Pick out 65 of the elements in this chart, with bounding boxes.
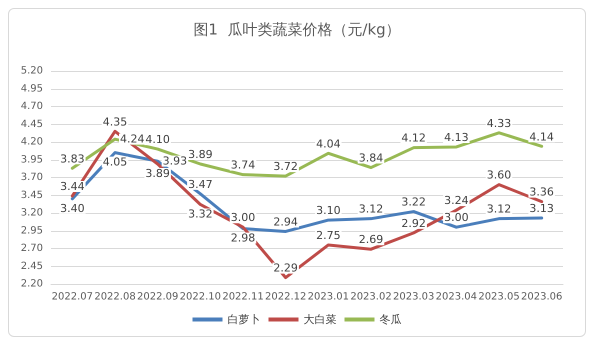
data-label: 3.89 <box>188 148 213 162</box>
legend-label: 大白菜 <box>304 313 336 326</box>
data-label: 3.24 <box>444 194 469 208</box>
data-label: 3.12 <box>486 202 512 216</box>
y-tick-label: 3.70 <box>20 172 43 183</box>
data-label: 3.74 <box>230 158 256 172</box>
x-tick-label: 2023.01 <box>308 292 350 302</box>
data-label: 3.00 <box>444 211 469 224</box>
x-tick-label: 2022.11 <box>222 292 264 302</box>
data-label: 2.98 <box>230 232 256 245</box>
data-label: 2.29 <box>273 262 298 275</box>
data-label: 3.72 <box>273 160 298 174</box>
data-label: 4.04 <box>316 137 341 150</box>
data-label: 4.14 <box>529 130 554 144</box>
y-tick-label: 4.20 <box>20 136 43 148</box>
y-tick-label: 2.95 <box>20 225 43 236</box>
data-label: 4.24 <box>120 132 144 146</box>
data-label: 3.32 <box>188 207 213 220</box>
data-label: 3.12 <box>358 202 384 216</box>
x-tick-label: 2022.07 <box>52 292 94 302</box>
data-label: 3.89 <box>145 167 170 180</box>
y-tick-label: 3.20 <box>20 208 43 218</box>
data-label: 3.93 <box>162 154 188 168</box>
y-tick-label: 3.45 <box>20 190 43 201</box>
data-label: 3.84 <box>358 152 384 165</box>
data-label: 4.05 <box>102 156 128 169</box>
legend-label: 白萝卜 <box>228 313 260 326</box>
data-label: 3.44 <box>60 180 85 193</box>
data-label: 4.12 <box>401 132 426 145</box>
data-label: 3.47 <box>188 178 213 191</box>
data-label: 3.22 <box>401 196 426 209</box>
data-label: 3.83 <box>60 152 85 166</box>
data-label: 4.10 <box>145 133 170 146</box>
y-tick-label: 5.20 <box>20 66 43 76</box>
data-label: 3.36 <box>529 186 554 199</box>
data-label: 3.10 <box>316 204 341 218</box>
data-label: 3.00 <box>230 211 256 224</box>
x-tick-label: 2023.04 <box>436 292 478 302</box>
data-label: 3.13 <box>529 202 554 215</box>
data-label: 4.13 <box>444 130 469 144</box>
x-tick-label: 2022.09 <box>136 292 178 302</box>
data-label: 4.33 <box>486 116 512 130</box>
y-tick-label: 3.95 <box>20 154 43 166</box>
x-tick-label: 2023.02 <box>350 292 392 302</box>
y-tick-label: 2.45 <box>20 260 43 272</box>
y-tick-label: 2.20 <box>20 278 43 290</box>
x-tick-label: 2023.03 <box>392 292 434 302</box>
data-label: 3.40 <box>60 202 85 215</box>
x-tick-label: 2022.08 <box>94 292 136 302</box>
x-tick-label: 2022.12 <box>264 292 306 302</box>
data-label: 2.75 <box>316 228 341 242</box>
y-tick-label: 2.70 <box>20 243 43 254</box>
chart-title: 图1 瓜叶类蔬菜价格（元/kg） <box>193 20 401 38</box>
x-tick-label: 2023.05 <box>478 292 520 302</box>
data-label: 3.60 <box>486 168 512 182</box>
x-tick-label: 2022.10 <box>180 292 222 302</box>
data-label: 2.92 <box>401 216 426 230</box>
data-label: 2.94 <box>273 215 298 228</box>
data-label: 4.35 <box>102 115 128 128</box>
data-label: 2.69 <box>358 233 384 246</box>
x-tick-label: 2023.06 <box>520 292 562 302</box>
y-tick-label: 4.95 <box>20 83 43 94</box>
y-tick-label: 4.45 <box>20 118 43 130</box>
y-tick-label: 4.70 <box>20 101 43 112</box>
legend-label: 冬瓜 <box>380 313 402 326</box>
